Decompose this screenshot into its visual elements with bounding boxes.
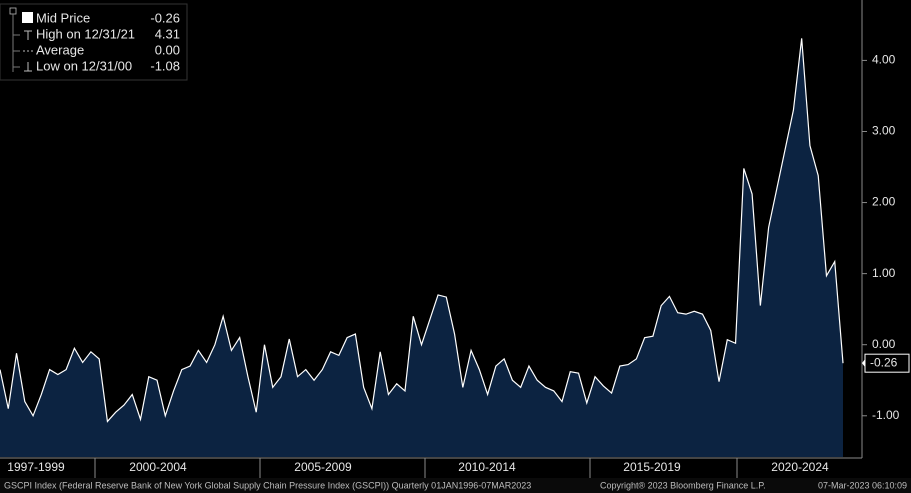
legend: Mid Price -0.26 High on 12/31/21 4.31 Aver… <box>0 3 188 81</box>
legend-tree-lines <box>12 14 20 72</box>
y-tick-label: 3.00 <box>872 124 896 138</box>
x-tick-label: 2015-2019 <box>623 460 681 474</box>
x-tick-label: 2005-2009 <box>294 460 352 474</box>
legend-stat-label: Average <box>36 42 84 57</box>
x-axis: 1997-1999 2000-2004 2005-2009 2010-2014 2015… <box>7 458 829 478</box>
x-tick-label: 1997-1999 <box>7 460 65 474</box>
legend-value: -0.26 <box>150 10 180 25</box>
footer-source: GSCPI Index (Federal Reserve Bank of New… <box>4 480 531 490</box>
y-axis: -1.00 0.00 1.00 2.00 3.00 4.00 -0.26 <box>862 53 910 422</box>
line <box>0 38 844 423</box>
legend-stat-value: 4.31 <box>155 26 180 41</box>
legend-stat-value: 0.00 <box>155 42 180 57</box>
footer-copyright: Copyright® 2023 Bloomberg Finance L.P. <box>600 480 766 490</box>
high-icon <box>24 30 32 40</box>
last-value-label: -0.26 <box>870 355 898 369</box>
legend-stat-value: -1.08 <box>150 58 180 73</box>
legend-swatch <box>22 12 33 23</box>
footer-bar <box>0 478 911 493</box>
x-tick-label: 2020-2024 <box>771 460 829 474</box>
legend-stat-label: Low on 12/31/00 <box>36 58 132 73</box>
y-tick-label: 4.00 <box>872 53 896 67</box>
plot-area <box>0 38 844 457</box>
y-tick-label: 0.00 <box>872 337 896 351</box>
area <box>0 38 843 457</box>
x-tick-label: 2000-2004 <box>129 460 187 474</box>
low-icon <box>24 62 32 72</box>
last-value-pointer <box>862 359 865 368</box>
x-tick-label: 2010-2014 <box>458 460 516 474</box>
y-tick-label: -1.00 <box>872 408 900 422</box>
legend-label: Mid Price <box>36 10 90 25</box>
legend-stat-label: High on 12/31/21 <box>36 26 135 41</box>
y-tick-label: 1.00 <box>872 266 896 280</box>
y-tick-label: 2.00 <box>872 195 896 209</box>
footer-timestamp: 07-Mar-2023 06:10:09 <box>818 480 907 490</box>
